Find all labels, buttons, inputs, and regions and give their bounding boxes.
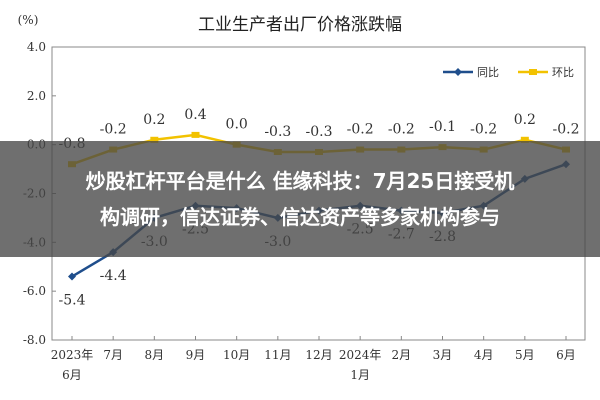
series-2-point — [520, 136, 529, 143]
headline-line-2: 构调研，信达证券、信达资产等多家机构参与 — [100, 205, 500, 229]
series-2-point — [150, 136, 159, 143]
x-tick-label: 2023年 — [51, 348, 94, 362]
data-label: -4.4 — [100, 268, 127, 284]
data-label: 0.4 — [184, 107, 206, 123]
series-1-point — [68, 272, 76, 281]
headline-line-1: 炒股杠杆平台是什么 佳缘科技：7月25日接受机 — [85, 169, 515, 193]
series-2-point — [191, 131, 200, 138]
y-unit-label: (%) — [18, 13, 39, 27]
legend-label-1: 同比 — [477, 66, 499, 79]
legend-marker-2 — [529, 69, 537, 75]
x-tick-label: 6月 — [62, 368, 82, 382]
x-tick-label: 12月 — [305, 348, 332, 362]
x-tick-label: 6月 — [556, 348, 576, 362]
data-label: 0.0 — [226, 117, 248, 133]
legend-marker-1 — [454, 68, 462, 76]
y-tick-label: 4.0 — [27, 40, 46, 54]
data-label: -0.2 — [100, 122, 127, 138]
data-label: 0.2 — [143, 112, 165, 128]
y-tick-label: -8.0 — [23, 333, 46, 347]
x-tick-label: 5月 — [515, 348, 535, 362]
data-label: -5.4 — [59, 293, 86, 309]
x-tick-label: 1月 — [350, 368, 370, 382]
data-label: -0.2 — [388, 122, 415, 138]
x-tick-label: 3月 — [433, 348, 453, 362]
data-label: -0.1 — [429, 119, 456, 135]
data-label: -0.3 — [306, 124, 333, 140]
chart-title: 工业生产者出厂价格涨跌幅 — [198, 15, 402, 35]
data-label: -0.2 — [553, 122, 580, 138]
x-tick-label: 7月 — [103, 348, 123, 362]
data-label: -0.2 — [347, 122, 374, 138]
x-tick-label: 11月 — [264, 348, 291, 362]
x-axis: 2023年 6月 7月 8月 9月 10月 11月 12月 2024年 1月 2月 3月 4月 5月 6月 — [51, 336, 576, 382]
legend-label-2: 环比 — [552, 66, 574, 79]
legend: 同比 环比 — [443, 66, 574, 79]
x-tick-label: 4月 — [474, 348, 494, 362]
y-tick-label: -6.0 — [23, 284, 46, 298]
x-tick-label: 10月 — [223, 348, 250, 362]
x-tick-label: 9月 — [186, 348, 206, 362]
data-label: -0.2 — [470, 122, 497, 138]
data-label: 0.2 — [514, 112, 536, 128]
x-tick-label: 2月 — [392, 348, 412, 362]
x-tick-label: 2024年 — [339, 348, 382, 362]
y-tick-label: 2.0 — [27, 89, 46, 103]
data-label: -0.3 — [264, 124, 291, 140]
x-tick-label: 8月 — [145, 348, 165, 362]
headline-overlay[interactable]: 炒股杠杆平台是什么 佳缘科技：7月25日接受机 构调研，信达证券、信达资产等多家… — [0, 141, 600, 257]
